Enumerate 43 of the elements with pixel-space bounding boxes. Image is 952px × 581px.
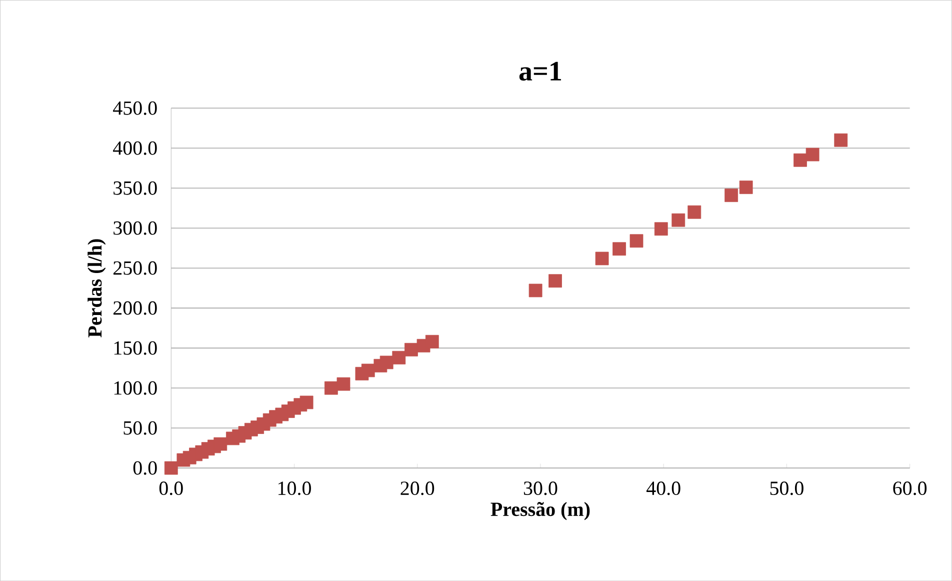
x-tick-label: 50.0 bbox=[770, 481, 804, 496]
y-tick-label: 50.0 bbox=[124, 421, 157, 435]
point bbox=[214, 437, 228, 451]
point bbox=[336, 377, 350, 391]
y-tick-label: 100.0 bbox=[114, 381, 157, 395]
point bbox=[595, 252, 609, 266]
y-tick-label: 450.0 bbox=[113, 101, 157, 115]
point bbox=[739, 180, 753, 194]
x-tick-label: 0.0 bbox=[159, 481, 183, 496]
point bbox=[630, 234, 644, 248]
point bbox=[425, 334, 439, 348]
y-tick-label: 0.0 bbox=[133, 461, 157, 475]
point bbox=[806, 148, 820, 162]
y-tick-label: 150.0 bbox=[114, 341, 157, 355]
x-tick-label: 30.0 bbox=[524, 481, 558, 496]
chart-title: a=1 bbox=[519, 62, 561, 81]
point bbox=[528, 284, 542, 298]
point bbox=[672, 213, 686, 227]
x-tick-label: 60.0 bbox=[893, 481, 927, 496]
x-axis-title: Pressão (m) bbox=[490, 502, 590, 520]
point bbox=[324, 381, 338, 395]
point bbox=[794, 153, 807, 167]
y-tick-label: 200.0 bbox=[114, 301, 157, 315]
point bbox=[724, 188, 738, 202]
y-axis-title: Perdas (l/h) bbox=[88, 239, 106, 338]
x-tick-label: 20.0 bbox=[400, 481, 434, 496]
point bbox=[688, 205, 702, 219]
y-tick-label: 400.0 bbox=[113, 141, 157, 155]
point bbox=[654, 222, 668, 236]
point bbox=[361, 364, 375, 378]
point bbox=[392, 350, 406, 364]
point bbox=[834, 133, 848, 147]
y-tick-label: 250.0 bbox=[114, 261, 157, 275]
point bbox=[404, 342, 418, 356]
y-tick-label: 300.0 bbox=[114, 221, 157, 235]
point bbox=[380, 356, 394, 370]
x-tick-label: 40.0 bbox=[646, 481, 680, 496]
y-tick-label: 350.0 bbox=[114, 181, 157, 195]
x-tick-label: 10.0 bbox=[278, 481, 311, 496]
point bbox=[548, 274, 562, 288]
point bbox=[164, 461, 178, 475]
point bbox=[612, 242, 626, 256]
point bbox=[300, 396, 314, 410]
